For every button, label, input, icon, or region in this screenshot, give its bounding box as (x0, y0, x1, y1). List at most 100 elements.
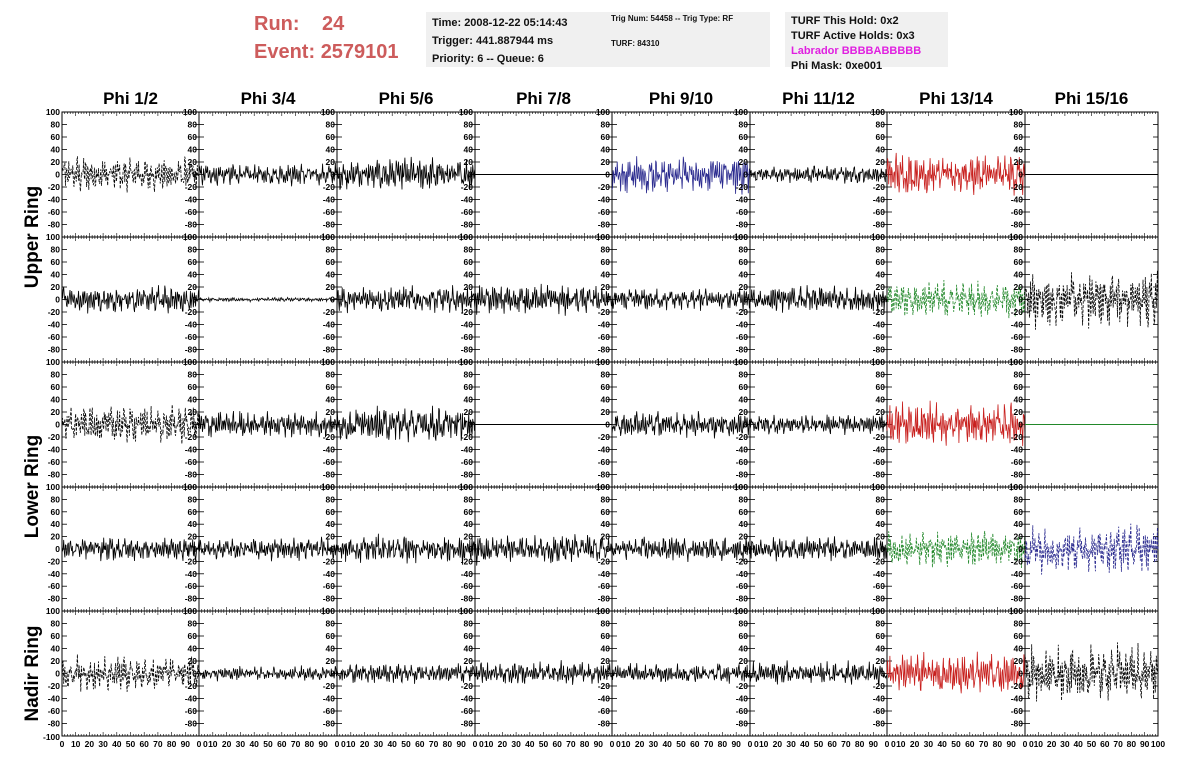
y-tick-label: 80 (601, 494, 611, 504)
y-tick-label: 40 (464, 145, 474, 155)
y-tick-label: -60 (1011, 332, 1024, 342)
y-tick-label: 0 (880, 420, 885, 430)
y-tick-label: 60 (188, 132, 198, 142)
y-tick-label: -80 (736, 220, 749, 230)
waveform-line (749, 414, 888, 436)
y-tick-label: 40 (876, 519, 886, 529)
y-tick-label: 20 (188, 407, 198, 417)
y-tick-label: 0 (192, 295, 197, 305)
y-tick-label: -40 (185, 445, 198, 455)
y-tick-label: -80 (598, 220, 611, 230)
y-tick-label: -20 (185, 182, 198, 192)
y-tick-label: 80 (876, 245, 886, 255)
y-tick-label: 20 (1014, 157, 1024, 167)
waveform-panel (336, 361, 476, 488)
y-tick-label: -20 (48, 307, 61, 317)
y-tick-label: -60 (1011, 581, 1024, 591)
y-tick-label: 60 (739, 507, 749, 517)
y-tick-label: 20 (326, 532, 336, 542)
y-tick-label: -80 (323, 345, 336, 355)
y-tick-label: -40 (736, 569, 749, 579)
y-tick-label: 100 (183, 606, 197, 616)
y-tick-label: -80 (185, 719, 198, 729)
y-tick-label: -20 (185, 432, 198, 442)
column-title: Phi 11/12 (782, 89, 855, 108)
y-tick-label: -40 (185, 694, 198, 704)
y-tick-label: 40 (1014, 395, 1024, 405)
waveform-line (61, 537, 200, 562)
y-tick-label: -80 (736, 345, 749, 355)
y-tick-label: 40 (326, 519, 336, 529)
y-tick-label: 20 (601, 532, 611, 542)
y-tick-label: 40 (739, 270, 749, 280)
y-tick-label: 80 (188, 370, 198, 380)
waveform-line (198, 162, 338, 187)
ring-label: Lower Ring (22, 435, 43, 538)
y-tick-label: 20 (739, 532, 749, 542)
y-tick-label: 100 (459, 232, 473, 242)
waveform-line (749, 536, 888, 562)
y-tick-label: -40 (48, 195, 61, 205)
y-tick-label: -60 (48, 332, 61, 342)
y-tick-label: 100 (871, 107, 885, 117)
y-tick-label: -20 (598, 681, 611, 691)
y-tick-label: -60 (323, 207, 336, 217)
y-tick-label: -60 (461, 207, 474, 217)
y-tick-label: -20 (48, 182, 61, 192)
y-tick-label: -40 (1011, 569, 1024, 579)
column-title: Phi 9/10 (649, 89, 713, 108)
y-tick-label: -40 (736, 320, 749, 330)
y-tick-label: 0 (743, 420, 748, 430)
y-tick-label: 80 (876, 370, 886, 380)
y-tick-label: -20 (1011, 307, 1024, 317)
y-tick-label: 60 (464, 507, 474, 517)
y-tick-label: 40 (326, 145, 336, 155)
y-tick-label: 20 (464, 157, 474, 167)
y-tick-label: 0 (55, 420, 60, 430)
y-tick-label: -60 (598, 207, 611, 217)
y-tick-label: 40 (188, 644, 198, 654)
waveform-line (611, 411, 751, 439)
y-tick-label: 40 (876, 395, 886, 405)
y-tick-label: 40 (51, 519, 61, 529)
y-tick-label: 60 (326, 382, 336, 392)
y-tick-label: 40 (188, 145, 198, 155)
y-tick-label: 0 (192, 170, 197, 180)
y-tick-label: 60 (739, 132, 749, 142)
y-tick-label: -60 (873, 581, 886, 591)
y-tick-label: -40 (48, 569, 61, 579)
y-tick-label: 0 (1018, 420, 1023, 430)
y-tick-label: 40 (51, 395, 61, 405)
y-tick-label: 20 (326, 407, 336, 417)
y-tick-label: 40 (326, 644, 336, 654)
y-tick-label: 80 (464, 494, 474, 504)
waveform-line (749, 165, 888, 184)
time-info-box: Time: 2008-12-22 05:14:43 Trigger: 441.8… (426, 12, 616, 67)
y-tick-label: 40 (326, 270, 336, 280)
waveform-line (336, 285, 476, 314)
y-tick-label: 60 (51, 132, 61, 142)
y-tick-label: -20 (736, 432, 749, 442)
y-tick-label: 60 (601, 382, 611, 392)
y-tick-label: 100 (1009, 107, 1023, 117)
y-tick-label: -40 (461, 569, 474, 579)
y-tick-label: 100 (596, 107, 610, 117)
y-tick-label: -40 (873, 445, 886, 455)
y-tick-label: 20 (51, 407, 61, 417)
y-tick-label: 60 (1014, 507, 1024, 517)
y-tick-label: 60 (601, 507, 611, 517)
y-tick-label: 100 (734, 482, 748, 492)
y-tick-label: -60 (1011, 207, 1024, 217)
y-tick-label: -60 (736, 207, 749, 217)
y-tick-label: 60 (188, 382, 198, 392)
y-tick-label: -20 (461, 182, 474, 192)
y-tick-label: 0 (192, 544, 197, 554)
phi-mask-text: Phi Mask: 0xe001 (791, 60, 883, 72)
y-tick-label: 60 (188, 631, 198, 641)
y-tick-label: 0 (55, 544, 60, 554)
y-tick-label: 100 (459, 482, 473, 492)
y-tick-label: -20 (323, 681, 336, 691)
y-tick-label: -20 (873, 556, 886, 566)
y-tick-label: -80 (185, 594, 198, 604)
y-tick-label: 100 (1009, 482, 1023, 492)
